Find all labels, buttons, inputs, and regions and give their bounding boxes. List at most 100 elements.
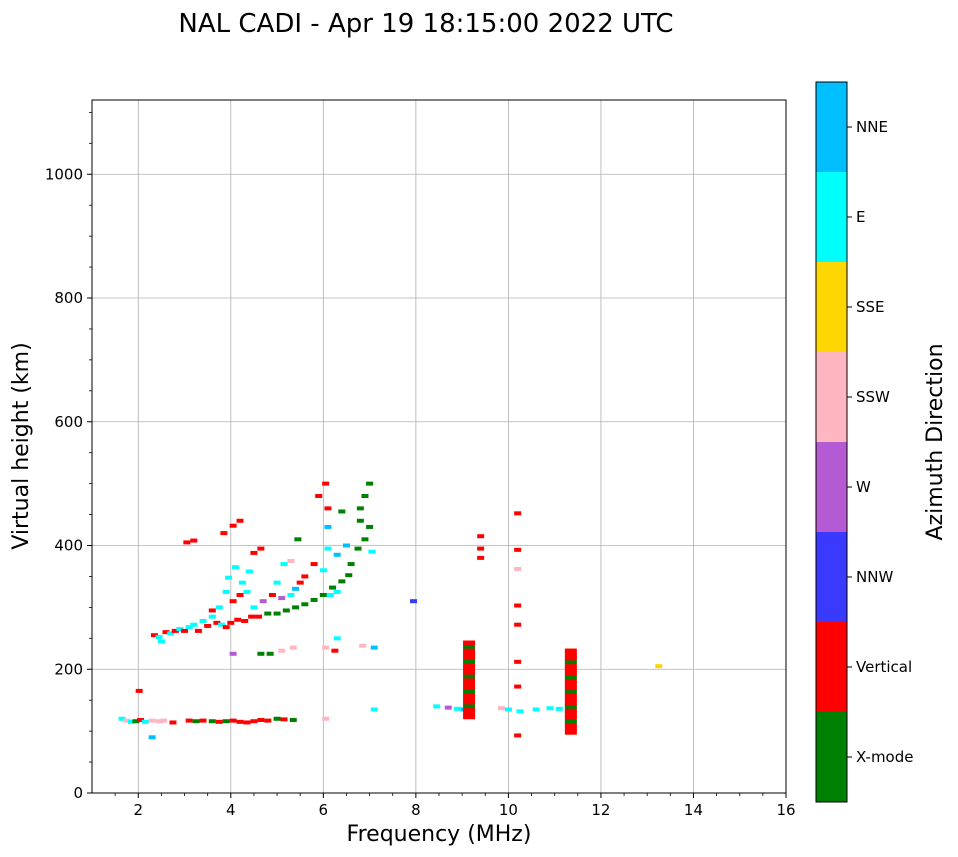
echo-column-segment [463, 677, 476, 683]
colorbar-swatch [816, 532, 847, 622]
echo-point [294, 537, 302, 542]
echo-point [236, 518, 244, 523]
echo-point [167, 631, 175, 636]
echo-column-segment [463, 699, 476, 705]
colorbar-tick-label: Vertical [856, 658, 912, 676]
echo-point [410, 599, 418, 604]
x-axis-label: Frequency (MHz) [347, 822, 532, 847]
colorbar-label: Azimuth Direction [923, 343, 948, 540]
echo-point [359, 643, 367, 648]
echo-point [248, 614, 256, 619]
echo-point [183, 540, 191, 545]
echo-column-segment [564, 726, 577, 732]
x-tick-label: 4 [226, 801, 236, 819]
echo-point [231, 565, 239, 570]
echo-point [176, 627, 184, 632]
echo-point [250, 719, 258, 724]
echo-column-segment [564, 663, 577, 668]
data-points [118, 481, 663, 740]
echo-column-segment [564, 700, 577, 706]
y-tick-label: 200 [54, 660, 83, 678]
echo-point [319, 593, 327, 597]
echo-column-segment [564, 693, 577, 698]
echo-point [190, 622, 198, 627]
echo-point [278, 596, 286, 601]
y-tick-label: 1000 [45, 165, 83, 183]
echo-column-segment [564, 670, 577, 676]
echo-column-segment [564, 655, 577, 661]
echo-point [181, 628, 189, 633]
echo-point [514, 659, 522, 664]
y-tick-label: 0 [73, 784, 83, 802]
echo-point [356, 506, 364, 511]
x-tick-label: 10 [499, 801, 518, 819]
echo-point [289, 645, 297, 650]
echo-point [238, 580, 246, 585]
echo-column-segment [463, 651, 476, 657]
echo-point [333, 636, 341, 641]
echo-point [169, 720, 177, 725]
echo-point [354, 546, 362, 551]
echo-column-segment [564, 715, 577, 720]
echo-point [162, 630, 170, 635]
echo-point [241, 618, 249, 623]
echo-point [292, 586, 300, 591]
echo-point [273, 716, 281, 721]
echo-point [185, 718, 193, 723]
echo-point [208, 608, 216, 613]
echo-point [199, 718, 207, 723]
echo-point [310, 562, 318, 567]
echo-point [229, 599, 237, 604]
colorbar-tick-label: SSE [856, 298, 885, 316]
echo-column-segment [463, 666, 476, 671]
echo-point [227, 620, 235, 625]
echo-point [366, 481, 374, 486]
echo-point [224, 575, 232, 580]
echo-column-segment [463, 670, 476, 675]
echo-point [155, 635, 163, 640]
echo-point [361, 494, 369, 498]
echo-point [514, 567, 522, 572]
echo-point [243, 589, 251, 594]
echo-point [289, 717, 297, 722]
echo-point [315, 494, 323, 498]
echo-point [292, 605, 300, 610]
colorbar-swatch [816, 352, 847, 442]
echo-column-segment [463, 673, 476, 679]
echo-point [532, 707, 540, 712]
echo-point [213, 620, 221, 625]
echo-point [338, 579, 346, 584]
echo-point [477, 546, 485, 551]
echo-point [331, 648, 339, 653]
echo-point [514, 733, 522, 738]
echo-point [514, 622, 522, 627]
echo-column-segment [564, 722, 577, 728]
echo-point [222, 625, 230, 630]
chart-title: NAL CADI - Apr 19 18:15:00 2022 UTC [178, 9, 673, 39]
colorbar-tick-label: E [856, 208, 865, 226]
echo-point [259, 599, 267, 604]
colorbar-tick-label: NNW [856, 568, 893, 586]
echo-point [301, 574, 309, 579]
echo-column-segment [463, 685, 476, 690]
echo-point [192, 719, 200, 724]
echo-point [514, 684, 522, 689]
colorbar-tick-label: NNE [856, 118, 888, 136]
echo-point [215, 719, 223, 724]
echo-column-segment [463, 692, 476, 697]
echo-point [345, 573, 353, 578]
echo-point [266, 651, 274, 656]
echo-point [236, 719, 244, 724]
echo-point [514, 603, 522, 608]
echo-column-segment [564, 667, 577, 672]
echo-point [322, 645, 330, 650]
colorbar-tick-label: X-mode [856, 748, 913, 766]
plot-frame [91, 99, 787, 794]
axis-ticks: 2 4 6 8 10 12 14 16 0 200 400 600 800 1000 [45, 111, 796, 819]
echo-point [222, 719, 230, 724]
echo-point [319, 568, 327, 573]
echo-point [324, 524, 332, 529]
echo-point [322, 481, 330, 486]
echo-point [324, 546, 332, 551]
echo-point [160, 718, 168, 723]
